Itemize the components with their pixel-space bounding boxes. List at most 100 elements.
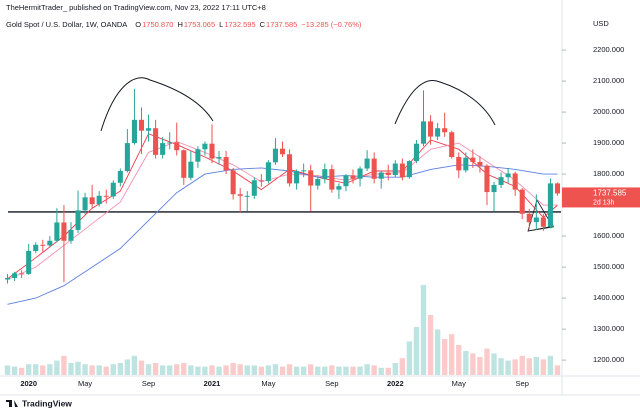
volume-bar [357,366,363,375]
y-tick-label: 2100.000 [593,76,624,85]
volume-bar [11,366,18,375]
candle-body [364,158,370,169]
ohlc-key: L [219,20,223,29]
volume-bar [279,366,286,375]
volume-bar [315,366,321,375]
candle-body [12,273,18,278]
volume-bar [258,366,265,375]
volume-bar [61,355,67,375]
candle-body [350,175,356,179]
publisher-header: TheHermitTrader_ published on TradingVie… [6,3,266,12]
candle-body [265,162,271,181]
candle-body [4,277,11,280]
volume-bar [554,365,561,375]
volume-bar [272,364,279,375]
candle-body [131,119,137,144]
currency-label: USD [593,19,609,28]
candle-body [33,244,39,251]
candle-body [512,173,518,190]
volume-bar [364,364,370,375]
candle-body [343,175,349,187]
candle-body [223,157,229,171]
volume-bar [350,366,356,375]
ohlc-value: 1737.585 [266,20,297,29]
volume-bar [470,353,476,375]
candle-body [124,143,130,171]
volume-bar [167,365,173,375]
volume-bar [540,359,547,375]
volume-bar [336,366,342,375]
volume-bar [378,367,384,375]
x-tick-label: Sep [325,379,338,388]
candle-body [308,170,314,186]
y-tick-label: 2200.000 [593,45,624,54]
candle-body [230,170,236,195]
x-tick-label: Sep [516,379,529,388]
volume-bar [308,364,314,375]
change-value: −13.285 (−0.76%) [301,20,362,29]
candle-body [54,222,60,241]
candle-body [110,182,116,197]
volume-bar [293,366,300,375]
candle-body [160,143,166,155]
candle-body [75,210,81,230]
x-tick-label: 2020 [20,379,37,388]
x-tick-label: May [261,379,275,388]
candle-body [202,143,208,150]
y-tick-label: 1600.000 [593,231,624,240]
volume-bar [399,358,406,375]
candle-body [216,157,222,159]
candle-body [19,273,25,275]
drawing-line [527,225,555,232]
candle-body [484,165,490,193]
volume-bar [103,366,109,375]
candle-body [385,172,391,176]
volume-bar [413,327,420,375]
countdown-label: 2d 13h [593,199,615,206]
volume-bar [159,365,166,375]
candle-body [392,163,398,176]
candle-body [279,148,286,155]
volume-bar [371,365,377,375]
ohlc-value: 1750.870 [142,20,173,29]
volume-bar [420,285,427,375]
volume-bar [385,367,391,375]
candle-body [540,217,546,227]
volume-bar [237,364,243,375]
volume-bar [456,345,462,375]
volume-bar [152,363,159,375]
candle-body [322,169,328,180]
volume-bar [343,366,349,375]
candle-body [336,186,342,190]
candle-body [357,168,363,179]
volume-bar [181,363,187,375]
y-tick-label: 1900.000 [593,138,624,147]
candle-body [413,143,420,162]
ohlc-value: 1753.065 [184,20,215,29]
candle-body [26,250,32,274]
volume-bar [484,348,490,375]
ohlc-value: 1732.595 [224,20,255,29]
candle-body [174,142,180,151]
candle-body [153,128,159,155]
candle-body [103,195,109,197]
volume-bar [265,365,272,375]
volume-bar [477,357,483,375]
candle-body [209,143,215,159]
volume-bar [512,359,518,375]
candle-body [244,195,250,197]
x-tick-label: May [452,379,466,388]
y-tick-label: 1500.000 [593,262,624,271]
ohlc-key: H [177,20,182,29]
volume-bar [491,353,497,375]
candle-body [294,170,300,184]
volume-bar [117,363,124,375]
volume-bar [286,364,293,375]
volume-bar [25,364,32,375]
volume-bar [505,360,511,375]
volume-bar [498,358,504,375]
candle-body [533,217,539,223]
y-tick-label: 2000.000 [593,107,624,116]
candle-body [40,244,46,246]
volume-bar [138,360,145,375]
